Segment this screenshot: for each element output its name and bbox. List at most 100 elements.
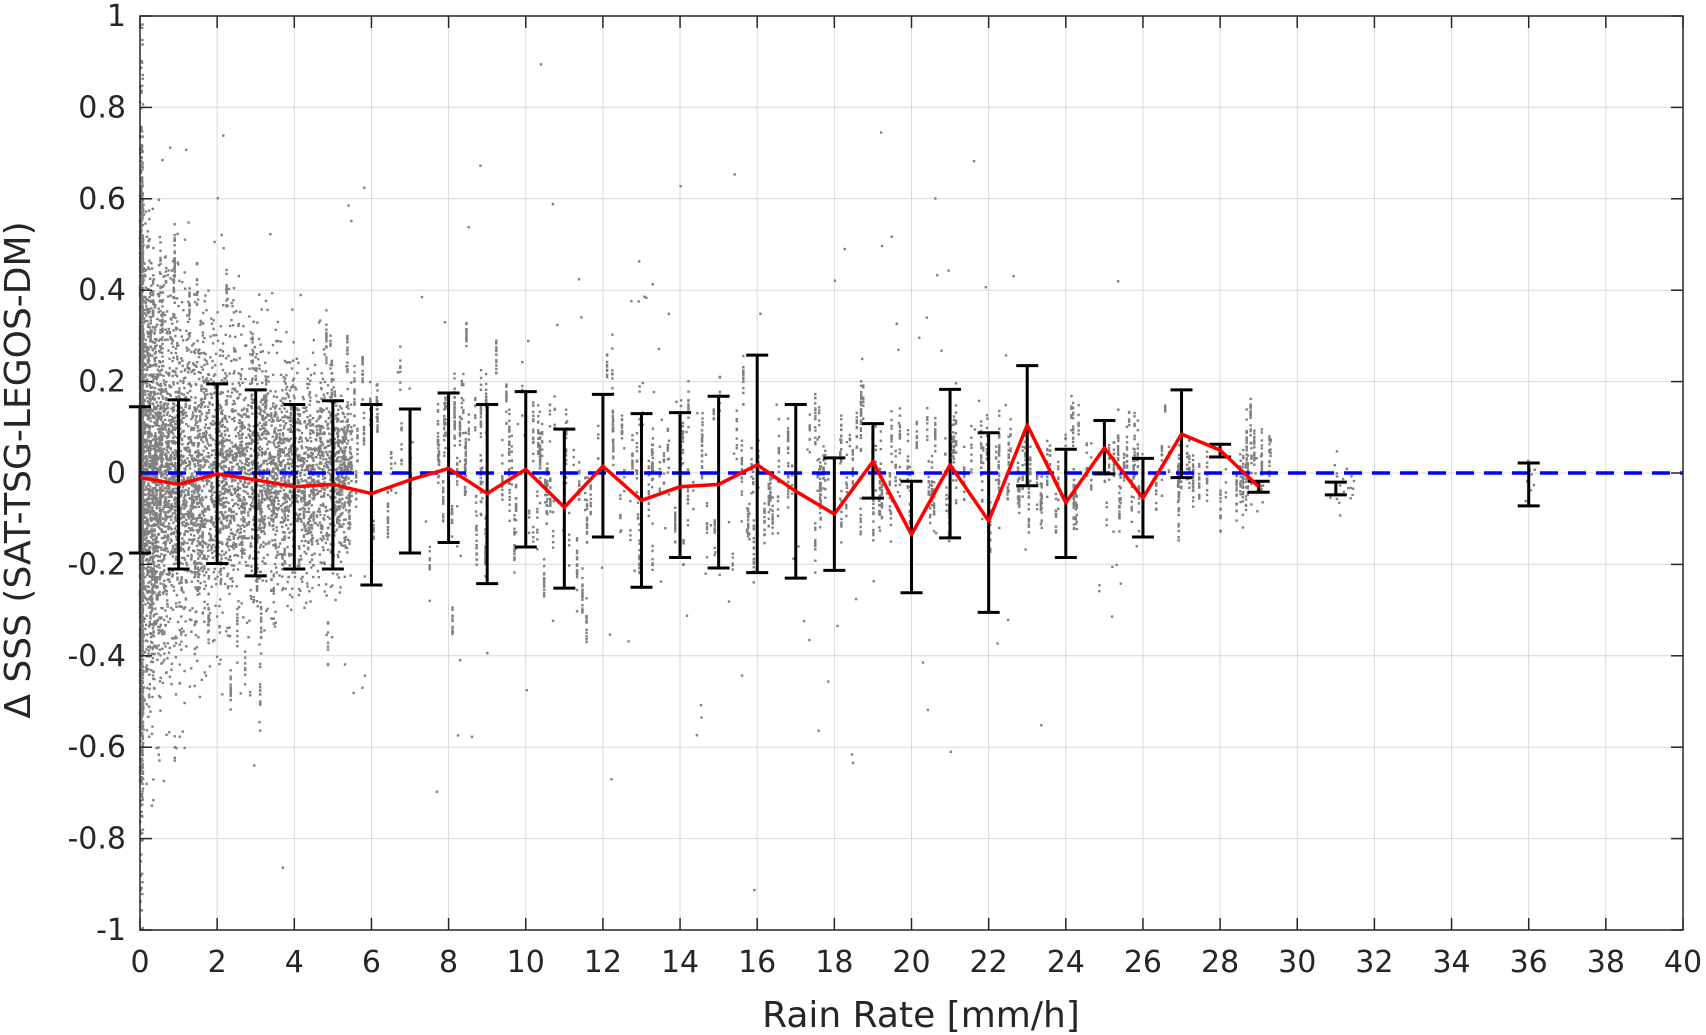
scatter-point [231,417,234,421]
scatter-point [189,350,193,354]
scatter-point [300,468,304,472]
scatter-point [213,460,217,464]
scatter-point [326,535,329,538]
scatter-point [174,602,178,605]
scatter-point [290,483,293,486]
scatter-point [245,436,248,440]
scatter-point [281,586,285,590]
scatter-point [254,356,257,359]
scatter-point [223,425,227,429]
scatter-point [225,374,229,378]
scatter-point [252,490,255,494]
scatter-point [263,498,267,502]
scatter-point [207,451,210,455]
scatter-point [346,420,349,423]
scatter-point [211,342,215,345]
scatter-point [174,480,177,484]
scatter-point [175,414,179,417]
scatter-point [289,411,292,415]
scatter-point [144,408,147,412]
scatter-point [164,383,167,387]
scatter-point [302,398,305,401]
scatter-point [296,564,300,568]
scatter-point [180,357,183,360]
scatter-point [342,477,345,480]
scatter-point [165,396,168,400]
scatter-point [143,528,146,531]
scatter-point [199,466,202,470]
scatter-point [253,368,256,371]
scatter-point [289,386,293,389]
scatter-point [210,464,213,467]
scatter-point [252,598,256,602]
scatter-point [174,693,178,696]
scatter-point [159,623,162,627]
scatter-point [274,390,277,393]
scatter-point [205,359,208,363]
scatter-point [281,439,285,442]
scatter-point [143,650,147,654]
scatter-point [274,621,277,624]
scatter-point [155,456,158,459]
scatter-point [188,389,192,393]
scatter-point [168,385,172,389]
scatter-point [218,631,222,634]
scatter-point [235,454,239,458]
scatter-point [185,346,189,349]
scatter-point [145,542,149,545]
scatter-point [255,369,258,373]
scatter-point [224,417,227,421]
scatter-point [209,356,212,359]
scatter-point [251,537,254,540]
scatter-point [279,450,283,453]
scatter-point [240,510,243,514]
scatter-point [151,508,154,511]
scatter-point [187,436,190,439]
scatter-point [168,505,171,508]
scatter-point [150,516,153,520]
scatter-point [145,443,148,446]
scatter-point [278,574,281,577]
scatter-point [221,611,224,614]
scatter-point [169,418,172,422]
scatter-point [202,523,205,526]
scatter-point [157,559,160,563]
scatter-point [261,381,264,385]
scatter-point [251,412,254,415]
scatter-point [182,496,186,499]
scatter-point [222,468,225,472]
scatter-point [307,507,310,510]
scatter-point [223,477,226,481]
scatter-point [166,372,170,376]
scatter-point [149,386,153,389]
scatter-point [307,467,310,470]
scatter-point [144,440,147,444]
scatter-point [187,300,190,304]
scatter-point [221,354,224,358]
scatter-point [201,368,205,371]
scatter-point [144,627,147,631]
scatter-point [309,600,312,603]
scatter-point [207,543,211,546]
scatter-point [160,630,163,633]
scatter-point [245,485,249,489]
scatter-point [286,415,289,419]
scatter-point [162,536,166,540]
scatter-point [158,450,161,453]
scatter-point [145,553,149,556]
scatter-point [169,277,172,280]
scatter-point [329,508,332,511]
scatter-point [164,546,167,550]
scatter-point [320,372,323,375]
scatter-point [182,416,186,420]
scatter-point [209,378,213,381]
scatter-point [165,371,168,374]
scatter-point [194,487,198,490]
scatter-point [174,655,178,659]
scatter-point [201,498,205,502]
scatter-point [273,499,276,503]
scatter-point [148,326,152,329]
scatter-point [225,500,228,504]
scatter-point [192,350,196,353]
